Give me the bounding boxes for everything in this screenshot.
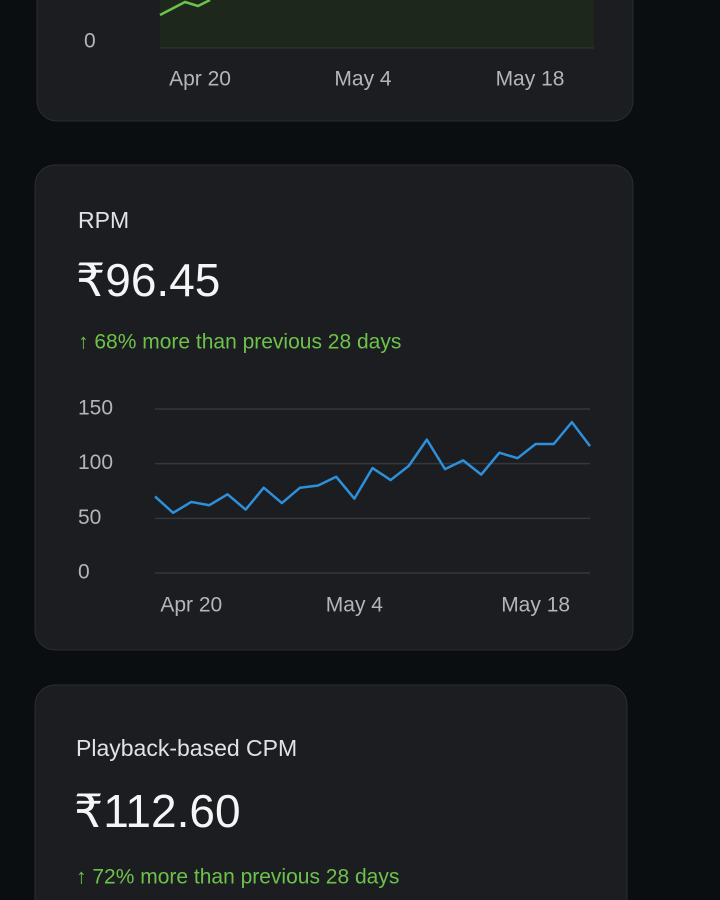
y-tick-label: 0: [78, 561, 90, 584]
y-tick-label: 100: [78, 451, 113, 474]
card: [34, 164, 634, 651]
metric-value: ₹96.45: [76, 254, 220, 306]
card-title: RPM: [78, 207, 129, 233]
card-title: Playback-based CPM: [76, 735, 297, 761]
change-note: ↑ 72% more than previous 28 days: [76, 866, 399, 889]
card: [34, 684, 628, 900]
y-tick-label: 0: [84, 30, 96, 53]
y-tick-label: 150: [78, 397, 113, 420]
x-tick-label: May 18: [501, 594, 570, 617]
area-fill: [160, 0, 594, 48]
metric-value: ₹112.60: [74, 785, 241, 837]
line-fragment: [159, 0, 211, 17]
x-tick-label: May 4: [326, 594, 384, 617]
x-tick-label: Apr 20: [169, 68, 231, 91]
y-tick-label: 50: [78, 506, 101, 529]
change-note: ↑ 68% more than previous 28 days: [78, 331, 401, 354]
x-tick-label: May 4: [334, 68, 392, 91]
data-line: [154, 420, 591, 515]
x-tick-label: Apr 20: [160, 594, 222, 617]
chart: 0 50 100 150 Apr 20 May 4 May 18: [78, 397, 591, 617]
x-tick-label: May 18: [496, 68, 565, 91]
